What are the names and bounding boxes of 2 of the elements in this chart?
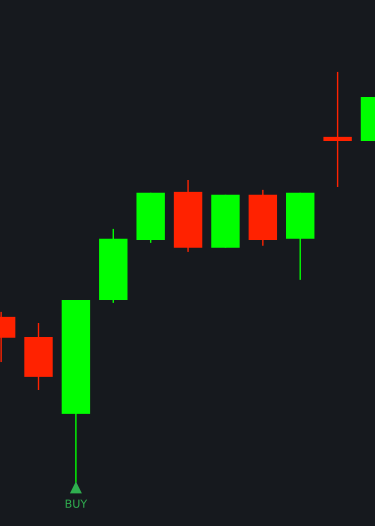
candlestick xyxy=(323,71,352,188)
annotation: BUY xyxy=(66,500,88,508)
